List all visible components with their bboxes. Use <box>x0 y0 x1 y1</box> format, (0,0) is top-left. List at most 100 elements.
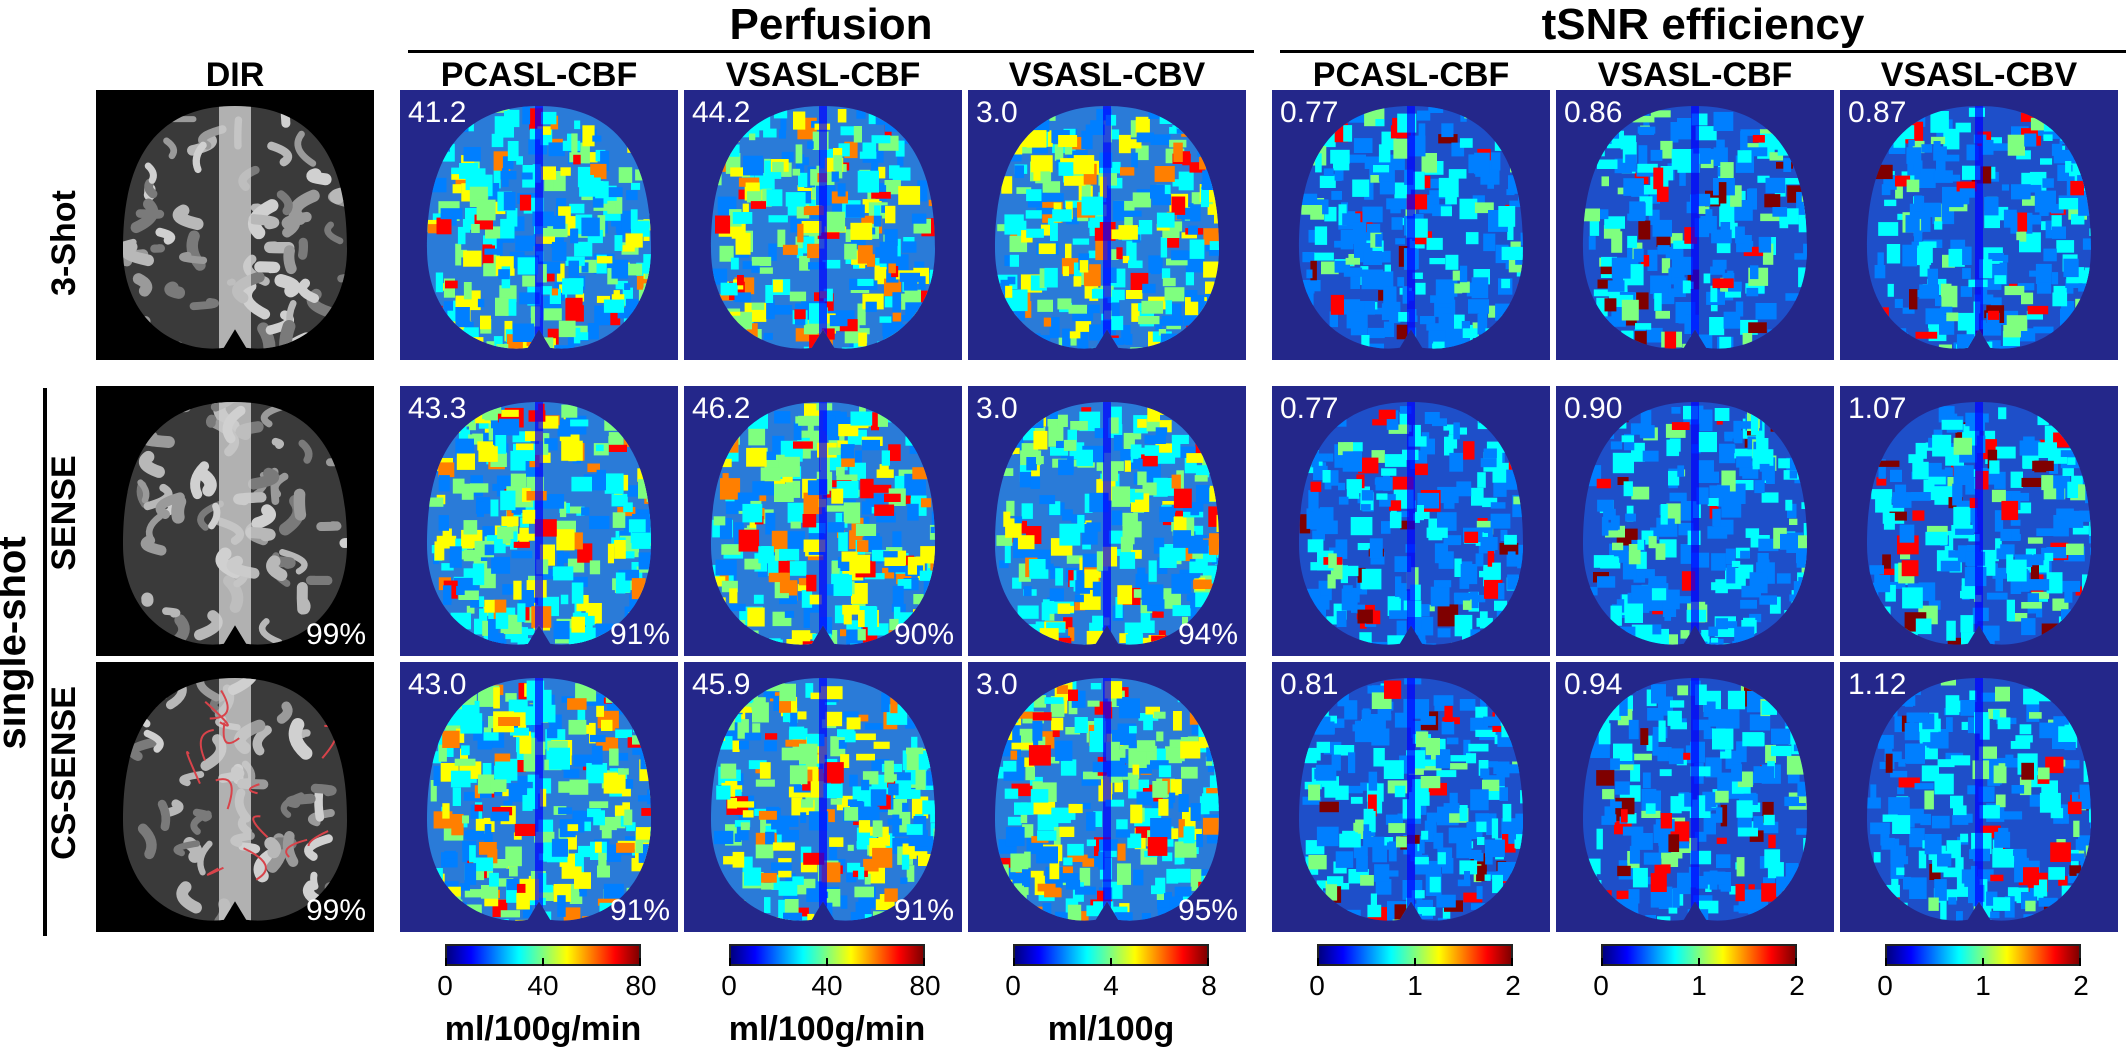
colorbar-tick <box>1110 958 1112 966</box>
brain-map-image <box>684 662 962 932</box>
tile-value: 45.9 <box>692 668 751 701</box>
tile-value: 0.81 <box>1280 668 1339 701</box>
dir-brain-image <box>96 386 374 656</box>
tile-cs_sense-t_pc_cbf: 0.81 <box>1272 662 1550 932</box>
colorbar-tick <box>1885 958 1887 966</box>
perfusion-group-title: Perfusion <box>729 0 933 49</box>
tile-value: 1.12 <box>1848 668 1907 701</box>
tile-sense-t_pc_cbf: 0.77 <box>1272 386 1550 656</box>
brain-map-image <box>1840 662 2118 932</box>
colorbar-tick <box>445 958 447 966</box>
tile-sense-dir: 99% <box>96 386 374 656</box>
dir-brain-image <box>96 662 374 932</box>
tile-percentage: 91% <box>893 894 954 927</box>
tile-percentage: 99% <box>305 618 366 651</box>
colorbar-cbf1: 0 40 80 ml/100g/min <box>437 944 657 1049</box>
tile-cs_sense-t_vs_cbv: 1.12 <box>1840 662 2118 932</box>
tile-three_shot-t_vs_cbv: 0.87 <box>1840 90 2118 360</box>
tile-sense-t_vs_cbv: 1.07 <box>1840 386 2118 656</box>
dir-brain-image <box>96 90 374 360</box>
brain-map-image <box>400 662 678 932</box>
brain-map-image <box>1272 90 1550 360</box>
brain-map-image <box>968 662 1246 932</box>
colorbar-tick-label: 2 <box>2073 970 2089 1001</box>
colorbar-tick-label: 2 <box>1789 970 1805 1001</box>
tile-percentage: 91% <box>609 618 670 651</box>
colorbar-tick <box>1317 958 1319 966</box>
brain-map-image <box>968 386 1246 656</box>
brain-map-image <box>1840 386 2118 656</box>
tile-three_shot-pc_cbf: 41.2 <box>400 90 678 360</box>
column-header-pcasl-cbf: PCASL-CBF <box>440 56 638 94</box>
tile-value: 3.0 <box>976 668 1018 701</box>
column-header-tsnr-vsasl-cbv: VSASL-CBV <box>1880 56 2078 94</box>
tile-value: 0.77 <box>1280 392 1339 425</box>
colorbar-tick-label: 0 <box>1593 970 1609 1001</box>
brain-map-image <box>400 386 678 656</box>
brain-map-image <box>1556 386 1834 656</box>
brain-map-image <box>684 90 962 360</box>
colorbar-unit-label: ml/100g <box>1047 1010 1175 1048</box>
tile-percentage: 99% <box>305 894 366 927</box>
colorbar-tick <box>1698 958 1700 966</box>
colorbar-tick-label: 40 <box>811 970 843 1001</box>
colorbar-cbf2: 0 40 80 ml/100g/min <box>721 944 941 1049</box>
colorbar-tick <box>1982 958 1984 966</box>
colorbar-tick-label: 1 <box>1407 970 1423 1001</box>
row-label-sense: SENSE <box>45 455 83 571</box>
tile-sense-pc_cbf: 43.3 91% <box>400 386 678 656</box>
colorbar-tick-label: 4 <box>1103 970 1119 1001</box>
colorbar-tick-label: 1 <box>1691 970 1707 1001</box>
tile-value: 0.86 <box>1564 96 1623 129</box>
colorbar-tick-label: 8 <box>1201 970 1217 1001</box>
column-header-tsnr-pcasl-cbf: PCASL-CBF <box>1312 56 1510 94</box>
colorbar-tick <box>2079 958 2081 966</box>
brain-map-image <box>1272 662 1550 932</box>
tile-sense-vs_cbv: 3.0 94% <box>968 386 1246 656</box>
tile-three_shot-vs_cbv: 3.0 <box>968 90 1246 360</box>
tile-percentage: 90% <box>893 618 954 651</box>
tile-value: 41.2 <box>408 96 467 129</box>
column-header-tsnr-vsasl-cbf: VSASL-CBF <box>1597 56 1793 94</box>
tile-value: 0.77 <box>1280 96 1339 129</box>
tsnr-group-line <box>1280 50 2126 53</box>
column-header-vsasl-cbf: VSASL-CBF <box>725 56 921 94</box>
tile-percentage: 94% <box>1177 618 1238 651</box>
colorbar-t1: 0 1 2 <box>1309 944 1521 1010</box>
colorbar-tick <box>542 958 544 966</box>
tile-value: 1.07 <box>1848 392 1907 425</box>
brain-map-image <box>1272 386 1550 656</box>
colorbar-tick-label: 0 <box>1877 970 1893 1001</box>
colorbar-tick-label: 1 <box>1975 970 1991 1001</box>
tile-cs_sense-vs_cbf: 45.9 91% <box>684 662 962 932</box>
row-label-3-shot: 3-Shot <box>45 190 83 296</box>
brain-map-image <box>1840 90 2118 360</box>
colorbar-t3: 0 1 2 <box>1877 944 2089 1010</box>
tile-three_shot-t_pc_cbf: 0.77 <box>1272 90 1550 360</box>
tile-value: 43.3 <box>408 392 467 425</box>
tile-cs_sense-t_vs_cbf: 0.94 <box>1556 662 1834 932</box>
colorbar-tick-label: 40 <box>527 970 559 1001</box>
colorbar-tick <box>826 958 828 966</box>
colorbar-tick <box>729 958 731 966</box>
tile-three_shot-vs_cbf: 44.2 <box>684 90 962 360</box>
tile-cs_sense-vs_cbv: 3.0 95% <box>968 662 1246 932</box>
tile-value: 0.87 <box>1848 96 1907 129</box>
tile-three_shot-dir <box>96 90 374 360</box>
tile-cs_sense-pc_cbf: 43.0 91% <box>400 662 678 932</box>
tile-percentage: 95% <box>1177 894 1238 927</box>
brain-map-image <box>400 90 678 360</box>
colorbar-tick <box>923 958 925 966</box>
brain-map-image <box>684 386 962 656</box>
colorbar-tick <box>639 958 641 966</box>
row-group-label-single-shot: single-shot <box>0 536 34 750</box>
colorbar-tick-label: 0 <box>437 970 453 1001</box>
colorbar-tick <box>1511 958 1513 966</box>
tile-value: 44.2 <box>692 96 751 129</box>
tile-percentage: 91% <box>609 894 670 927</box>
tile-sense-vs_cbf: 46.2 90% <box>684 386 962 656</box>
column-header-vsasl-cbv: VSASL-CBV <box>1008 56 1206 94</box>
colorbar-tick <box>1601 958 1603 966</box>
perfusion-group-line <box>408 50 1254 53</box>
tsnr-group-title: tSNR efficiency <box>1541 0 1865 49</box>
